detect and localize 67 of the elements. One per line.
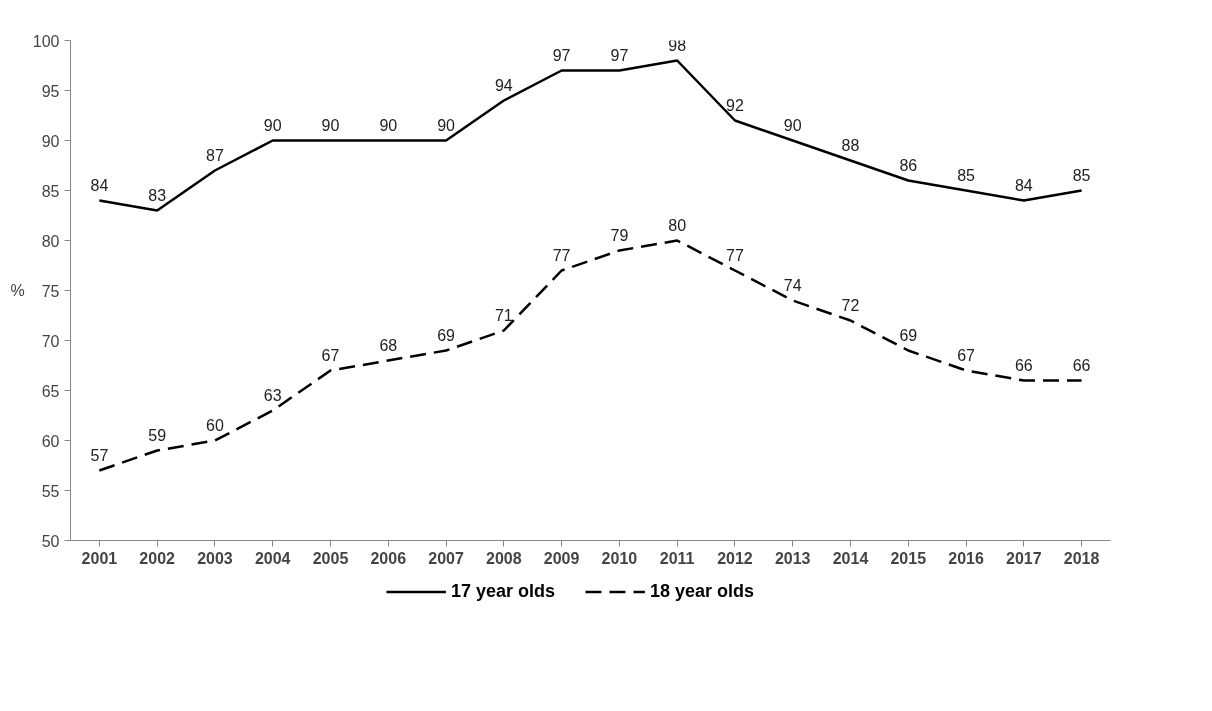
x-tick-label: 2004 xyxy=(254,549,291,567)
y-tick-label: 95 xyxy=(41,82,60,100)
data-label: 94 xyxy=(494,76,513,94)
data-label: 90 xyxy=(321,116,340,134)
x-tick-label: 2014 xyxy=(832,549,869,567)
data-label: 74 xyxy=(783,276,802,294)
data-label: 77 xyxy=(726,246,744,264)
data-label: 63 xyxy=(263,386,282,404)
y-tick-label: 50 xyxy=(41,532,60,550)
data-label: 67 xyxy=(321,346,340,364)
x-tick-label: 2002 xyxy=(139,549,176,567)
legend-label: 18 year olds xyxy=(650,580,755,602)
data-label: 80 xyxy=(668,216,687,234)
data-label: 66 xyxy=(1072,356,1091,374)
data-label: 79 xyxy=(610,226,629,244)
data-label: 68 xyxy=(379,336,398,354)
y-tick-label: 90 xyxy=(41,132,60,150)
data-label: 90 xyxy=(263,116,282,134)
x-tick-label: 2011 xyxy=(659,549,695,567)
data-label: 59 xyxy=(148,426,167,444)
data-label: 92 xyxy=(726,96,744,114)
data-label: 97 xyxy=(552,46,571,64)
data-label: 97 xyxy=(610,46,629,64)
data-label: 85 xyxy=(1072,166,1091,184)
data-label: 72 xyxy=(841,296,860,314)
x-tick-label: 2006 xyxy=(370,549,407,567)
x-tick-label: 2003 xyxy=(197,549,233,567)
data-label: 85 xyxy=(957,166,976,184)
data-label: 86 xyxy=(899,156,918,174)
x-tick-label: 2007 xyxy=(428,549,464,567)
x-tick-label: 2013 xyxy=(774,549,811,567)
y-tick-label: 65 xyxy=(41,382,60,400)
x-tick-label: 2015 xyxy=(890,549,927,567)
data-label: 57 xyxy=(90,446,109,464)
x-tick-label: 2001 xyxy=(81,549,118,567)
data-label: 90 xyxy=(437,116,456,134)
data-label: 69 xyxy=(899,326,918,344)
data-label: 66 xyxy=(1014,356,1033,374)
y-axis-title: % xyxy=(10,282,25,299)
data-label: 77 xyxy=(552,246,571,264)
legend-label: 17 year olds xyxy=(450,580,555,602)
data-label: 84 xyxy=(90,176,109,194)
x-tick-label: 2010 xyxy=(601,549,638,567)
data-label: 67 xyxy=(957,346,976,364)
data-label: 69 xyxy=(437,326,456,344)
data-label: 90 xyxy=(783,116,802,134)
data-label: 84 xyxy=(1014,176,1033,194)
x-tick-label: 2012 xyxy=(717,549,753,567)
x-tick-label: 2008 xyxy=(486,549,522,567)
data-label: 83 xyxy=(148,186,167,204)
y-tick-label: 75 xyxy=(41,282,60,300)
y-tick-label: 70 xyxy=(41,332,60,350)
data-label: 87 xyxy=(206,146,224,164)
data-label: 88 xyxy=(841,136,860,154)
y-tick-label: 80 xyxy=(41,232,60,250)
x-tick-label: 2009 xyxy=(543,549,580,567)
data-label: 60 xyxy=(206,416,224,434)
y-tick-label: 85 xyxy=(41,182,60,200)
y-tick-label: 100 xyxy=(32,32,60,50)
data-label: 71 xyxy=(494,306,513,324)
y-tick-label: 60 xyxy=(41,432,60,450)
x-tick-label: 2017 xyxy=(1006,549,1042,567)
x-tick-label: 2016 xyxy=(948,549,984,567)
y-tick-label: 55 xyxy=(41,482,60,500)
x-tick-label: 2005 xyxy=(312,549,349,567)
data-label: 90 xyxy=(379,116,398,134)
x-tick-label: 2018 xyxy=(1063,549,1100,567)
